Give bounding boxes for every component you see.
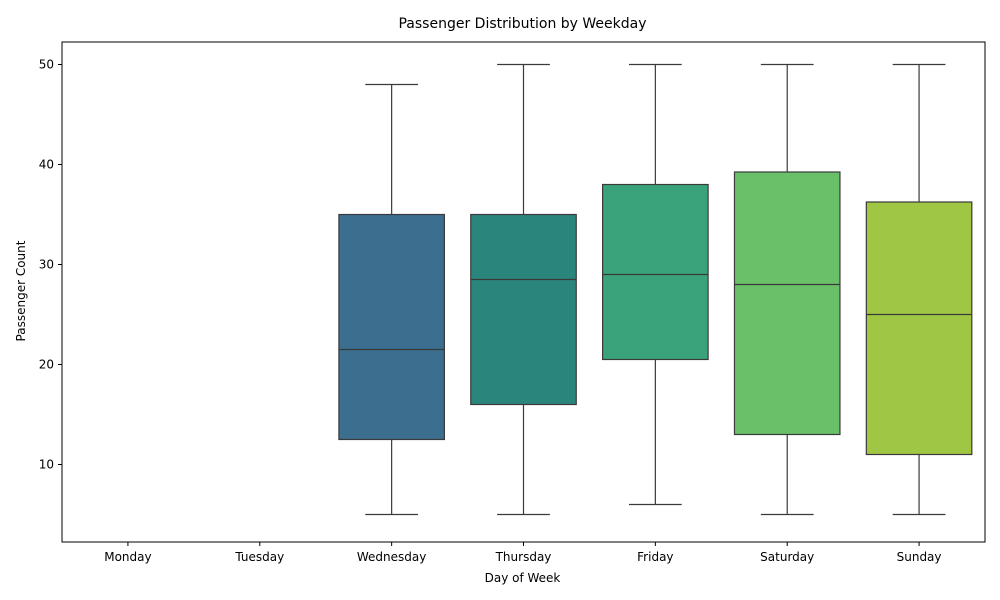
iqr-box-thursday [470,213,577,406]
box-thursday [470,63,577,516]
box-saturday [733,63,841,516]
x-tick-label-saturday: Saturday [760,550,814,564]
x-axis-label: Day of Week [485,571,561,585]
y-tick-label: 20 [39,358,54,372]
box-wednesday [338,83,445,516]
y-tick-label: 40 [39,158,54,172]
iqr-box-sunday [865,201,973,456]
iqr-box-saturday [733,171,841,436]
x-tick-label-thursday: Thursday [495,550,552,564]
x-tick-label-monday: Monday [104,550,151,564]
plot-area [61,41,986,543]
box-sunday [865,63,973,516]
iqr-box-friday [602,183,709,361]
x-tick-label-wednesday: Wednesday [357,550,426,564]
y-tick-label: 50 [39,58,54,72]
y-axis-label: Passenger Count [14,240,28,341]
x-tick-label-sunday: Sunday [897,550,942,564]
y-tick-label: 30 [39,258,54,272]
y-tick-label: 10 [39,458,54,472]
box-friday [602,63,709,506]
chart-title: Passenger Distribution by Weekday [398,16,646,32]
x-tick-label-tuesday: Tuesday [234,550,284,564]
x-tick-label-friday: Friday [637,550,673,564]
y-axis: 10 20 30 40 50 [39,58,62,472]
iqr-box-wednesday [338,213,445,441]
x-axis: Monday Tuesday Wednesday Thursday Friday Satu… [104,542,942,564]
